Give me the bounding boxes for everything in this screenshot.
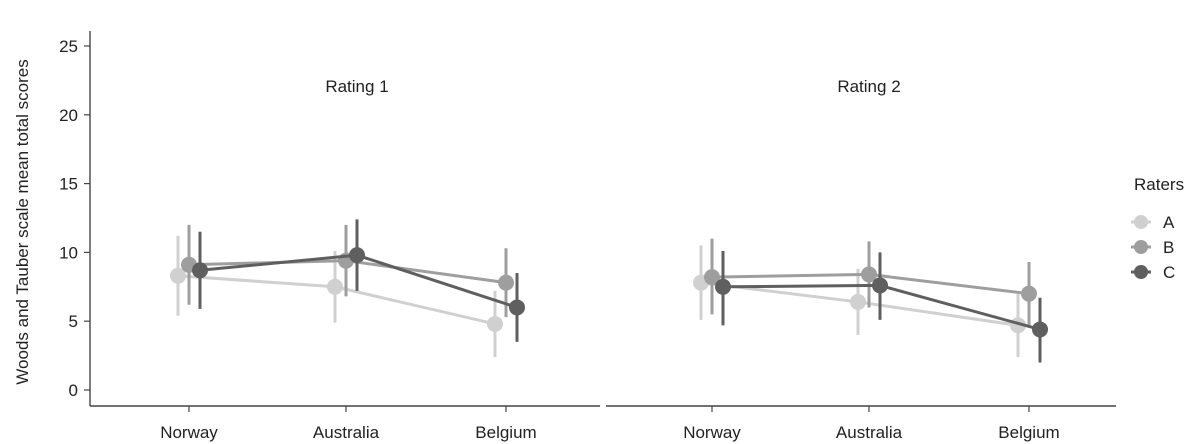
x-tick-label: Australia (836, 423, 903, 442)
panel-title: Rating 2 (837, 77, 900, 96)
series-A (693, 245, 1026, 357)
chart-panels: Rating 1 Norway Australia Belgium Rating 2 No… (160, 77, 1060, 442)
x-tick-label: Australia (313, 423, 380, 442)
y-axis-title: Woods and Tauber scale mean total scores (13, 59, 32, 384)
data-point (487, 315, 503, 332)
data-point (704, 269, 720, 286)
data-point (327, 278, 343, 295)
x-tick-label: Norway (683, 423, 741, 442)
series-C (715, 251, 1048, 363)
y-axis-ticks: 0 5 10 15 20 25 (59, 37, 90, 400)
legend-key-point (1134, 215, 1148, 229)
data-point (1021, 285, 1037, 302)
panel-2: Rating 2 Norway Australia Belgium (683, 77, 1060, 442)
series-C (192, 219, 525, 342)
y-tick-label: 25 (59, 37, 78, 56)
y-tick-label: 5 (69, 312, 78, 331)
legend: Raters ABC (1131, 175, 1184, 282)
legend-key-point (1134, 240, 1148, 254)
series-B (181, 224, 514, 318)
data-point (509, 299, 525, 316)
data-point (498, 274, 514, 291)
data-point (170, 267, 186, 284)
y-tick-label: 20 (59, 106, 78, 125)
x-tick-label: Norway (160, 423, 218, 442)
data-point (1032, 321, 1048, 338)
data-point (850, 293, 866, 310)
panel-1: Rating 1 Norway Australia Belgium (160, 77, 537, 442)
data-point (872, 277, 888, 294)
data-point (192, 262, 208, 279)
y-tick-label: 15 (59, 175, 78, 194)
series-A (170, 235, 503, 357)
series-B (704, 238, 1037, 326)
y-tick-label: 10 (59, 243, 78, 262)
legend-title: Raters (1134, 175, 1184, 194)
legend-label: C (1163, 263, 1175, 282)
x-tick-label: Belgium (998, 423, 1059, 442)
panel-title: Rating 1 (325, 77, 388, 96)
x-tick-label: Belgium (475, 423, 536, 442)
legend-label: B (1163, 238, 1174, 257)
legend-key-point (1134, 265, 1148, 279)
legend-label: A (1163, 213, 1175, 232)
data-point (715, 278, 731, 295)
data-point (861, 266, 877, 283)
y-tick-label: 0 (69, 381, 78, 400)
data-point (349, 247, 365, 264)
